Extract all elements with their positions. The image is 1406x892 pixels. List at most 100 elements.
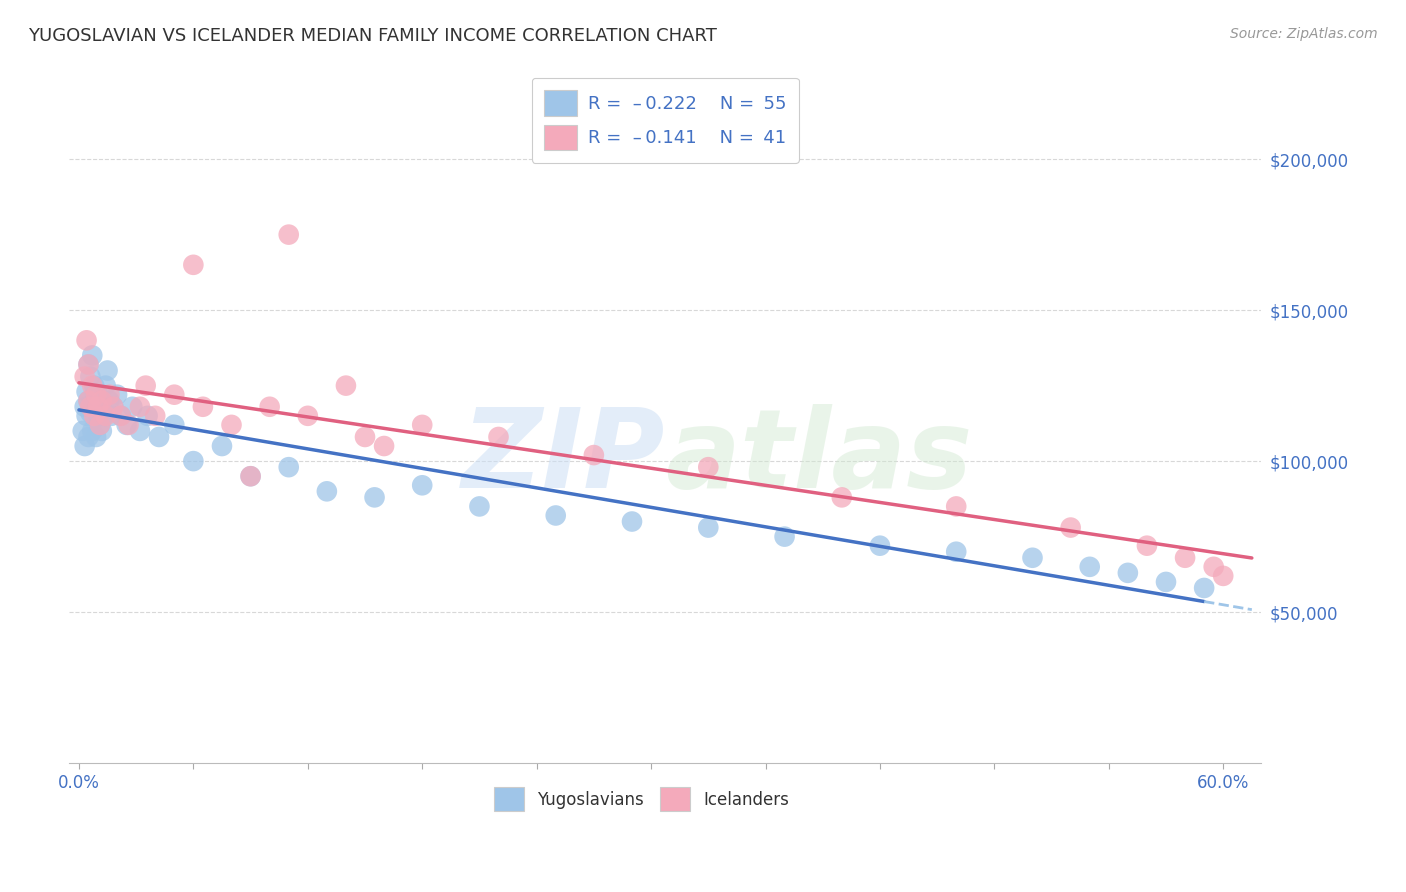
Point bbox=[82, 378, 104, 392]
Text: ZIP: ZIP bbox=[463, 404, 665, 511]
Point bbox=[98, 393, 121, 408]
Point bbox=[277, 460, 299, 475]
Point bbox=[129, 424, 152, 438]
Point bbox=[831, 491, 853, 505]
Point bbox=[98, 387, 121, 401]
Point bbox=[89, 393, 111, 408]
Point bbox=[82, 424, 104, 438]
Point bbox=[297, 409, 319, 423]
Point bbox=[121, 400, 143, 414]
Point bbox=[87, 387, 110, 401]
Point bbox=[468, 500, 491, 514]
Point bbox=[1202, 559, 1225, 574]
Point bbox=[117, 417, 139, 432]
Point bbox=[488, 430, 510, 444]
Point bbox=[1021, 550, 1043, 565]
Point bbox=[1174, 550, 1197, 565]
Point bbox=[79, 406, 101, 420]
Point bbox=[73, 400, 96, 414]
Point bbox=[945, 500, 967, 514]
Point bbox=[221, 417, 243, 432]
Point bbox=[105, 387, 128, 401]
Point bbox=[76, 409, 98, 423]
Point bbox=[1154, 574, 1177, 589]
Point bbox=[115, 417, 138, 432]
Point bbox=[183, 258, 205, 272]
Point bbox=[77, 393, 100, 408]
Point bbox=[83, 393, 105, 408]
Point bbox=[110, 409, 132, 423]
Point bbox=[143, 409, 166, 423]
Point bbox=[76, 384, 98, 399]
Point bbox=[84, 387, 107, 401]
Point bbox=[697, 460, 720, 475]
Point bbox=[90, 400, 112, 414]
Point bbox=[77, 358, 100, 372]
Point bbox=[103, 400, 125, 414]
Legend: Yugoslavians, Icelanders: Yugoslavians, Icelanders bbox=[481, 774, 803, 824]
Point bbox=[259, 400, 281, 414]
Point bbox=[79, 400, 101, 414]
Point bbox=[76, 334, 98, 348]
Point bbox=[94, 378, 117, 392]
Point bbox=[148, 430, 170, 444]
Point bbox=[103, 400, 125, 414]
Point bbox=[335, 378, 357, 392]
Text: atlas: atlas bbox=[665, 404, 973, 511]
Point bbox=[135, 378, 157, 392]
Point bbox=[89, 417, 111, 432]
Point bbox=[87, 400, 110, 414]
Point bbox=[77, 358, 100, 372]
Point bbox=[239, 469, 262, 483]
Point bbox=[87, 409, 110, 423]
Point bbox=[411, 478, 433, 492]
Point bbox=[93, 409, 115, 423]
Point bbox=[100, 409, 122, 423]
Point bbox=[73, 369, 96, 384]
Point bbox=[1059, 520, 1081, 534]
Point bbox=[183, 454, 205, 468]
Point bbox=[869, 539, 891, 553]
Point bbox=[96, 363, 118, 377]
Text: YUGOSLAVIAN VS ICELANDER MEDIAN FAMILY INCOME CORRELATION CHART: YUGOSLAVIAN VS ICELANDER MEDIAN FAMILY I… bbox=[28, 27, 717, 45]
Point bbox=[77, 430, 100, 444]
Point bbox=[83, 378, 105, 392]
Point bbox=[94, 409, 117, 423]
Point bbox=[84, 400, 107, 414]
Point bbox=[1078, 559, 1101, 574]
Point bbox=[277, 227, 299, 242]
Point bbox=[83, 409, 105, 423]
Point bbox=[411, 417, 433, 432]
Point bbox=[1136, 539, 1159, 553]
Point bbox=[163, 417, 186, 432]
Point bbox=[1212, 569, 1234, 583]
Point bbox=[621, 515, 644, 529]
Point bbox=[129, 400, 152, 414]
Point bbox=[72, 424, 94, 438]
Point bbox=[73, 439, 96, 453]
Point bbox=[84, 430, 107, 444]
Point bbox=[90, 424, 112, 438]
Point bbox=[697, 520, 720, 534]
Point bbox=[90, 393, 112, 408]
Point bbox=[373, 439, 395, 453]
Point bbox=[945, 545, 967, 559]
Point bbox=[773, 530, 796, 544]
Text: Source: ZipAtlas.com: Source: ZipAtlas.com bbox=[1230, 27, 1378, 41]
Point bbox=[211, 439, 233, 453]
Point bbox=[89, 417, 111, 432]
Point bbox=[354, 430, 377, 444]
Point bbox=[315, 484, 337, 499]
Point bbox=[239, 469, 262, 483]
Point bbox=[79, 369, 101, 384]
Point bbox=[163, 387, 186, 401]
Point bbox=[582, 448, 605, 462]
Point bbox=[1116, 566, 1139, 580]
Point bbox=[544, 508, 567, 523]
Point bbox=[110, 409, 132, 423]
Point bbox=[191, 400, 214, 414]
Point bbox=[77, 393, 100, 408]
Point bbox=[1192, 581, 1215, 595]
Point bbox=[363, 491, 385, 505]
Point bbox=[82, 348, 104, 362]
